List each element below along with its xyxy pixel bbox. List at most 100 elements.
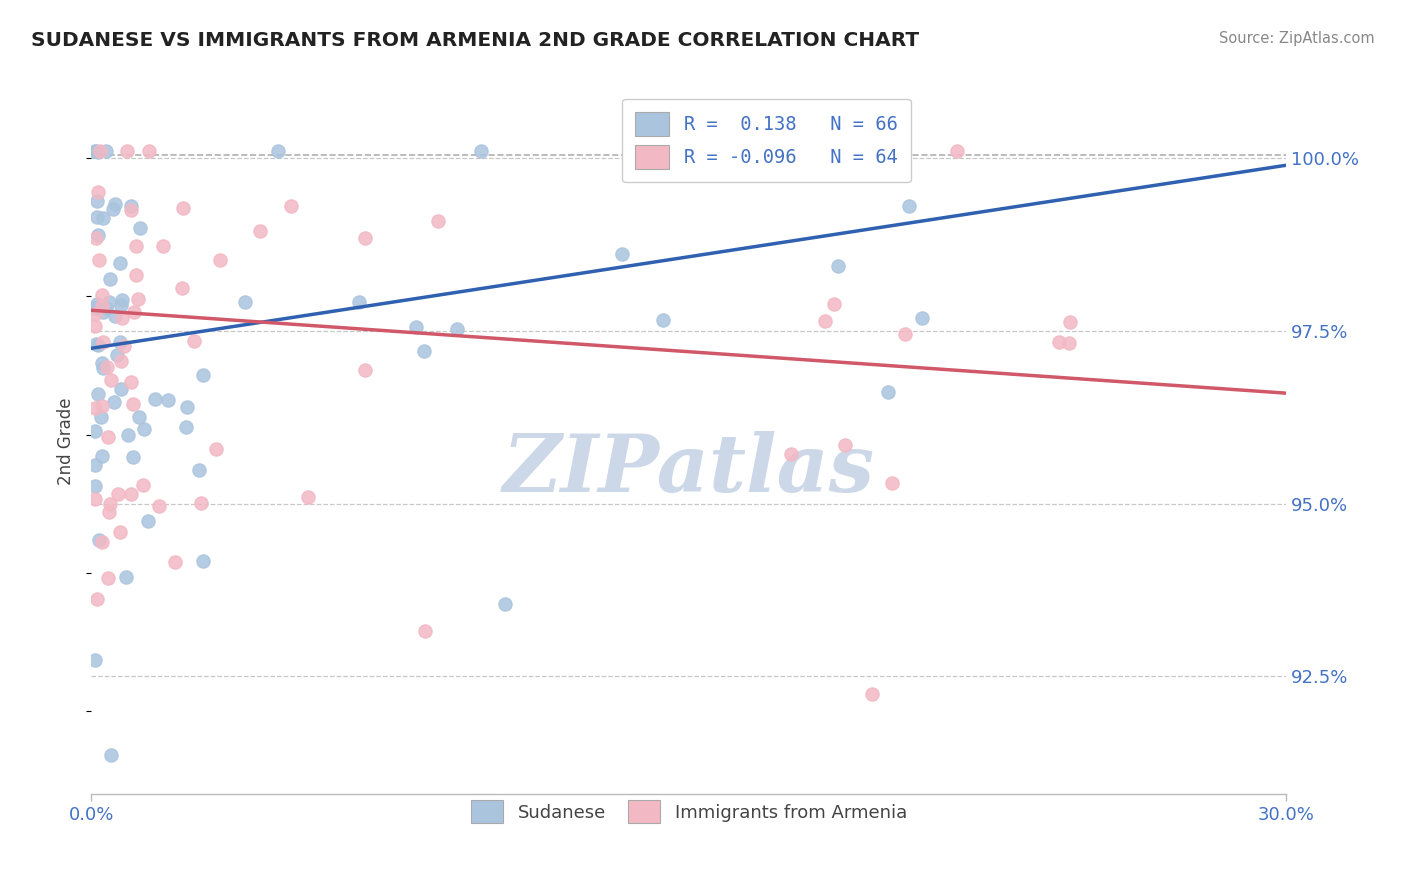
Point: [84, 653, 107, 667]
Point: [84, 491, 107, 506]
Point: [96, 301, 118, 315]
Point: [426, 214, 449, 228]
Point: [412, 343, 434, 358]
Point: [148, 499, 170, 513]
Point: [120, 199, 142, 213]
Point: [86, 210, 108, 224]
Point: [91, 399, 114, 413]
Point: [108, 334, 131, 349]
Point: [86, 194, 108, 209]
Point: [125, 268, 148, 283]
Point: [115, 145, 138, 159]
Point: [87, 252, 110, 267]
Point: [860, 687, 883, 701]
Text: ZIPatlas: ZIPatlas: [503, 431, 875, 508]
Point: [86, 186, 108, 200]
Point: [97, 430, 120, 444]
Point: [84, 479, 107, 493]
Point: [91, 299, 114, 313]
Point: [117, 428, 139, 442]
Point: [470, 145, 492, 159]
Point: [100, 373, 122, 387]
Point: [98, 294, 121, 309]
Point: [98, 497, 121, 511]
Point: [128, 410, 150, 425]
Point: [267, 145, 290, 159]
Point: [354, 231, 377, 245]
Point: [176, 400, 198, 414]
Point: [84, 336, 107, 351]
Point: [129, 221, 152, 235]
Point: [880, 476, 903, 491]
Point: [204, 442, 226, 456]
Point: [145, 392, 167, 406]
Point: [87, 227, 110, 242]
Point: [834, 438, 856, 452]
Point: [101, 202, 124, 216]
Text: Source: ZipAtlas.com: Source: ZipAtlas.com: [1219, 31, 1375, 46]
Point: [152, 239, 174, 253]
Point: [446, 322, 468, 336]
Point: [84, 319, 107, 334]
Point: [84, 231, 107, 245]
Point: [280, 199, 302, 213]
Point: [84, 145, 107, 159]
Point: [90, 410, 112, 425]
Point: [90, 288, 112, 302]
Point: [297, 491, 319, 505]
Point: [84, 307, 107, 321]
Point: [107, 487, 129, 501]
Point: [91, 211, 114, 226]
Point: [163, 555, 186, 569]
Point: [249, 224, 271, 238]
Point: [124, 305, 146, 319]
Point: [84, 424, 107, 438]
Point: [96, 359, 118, 374]
Point: [894, 327, 917, 342]
Point: [136, 514, 159, 528]
Point: [127, 292, 149, 306]
Point: [415, 624, 437, 639]
Point: [94, 145, 117, 159]
Point: [110, 298, 132, 312]
Point: [91, 335, 114, 350]
Point: [138, 145, 160, 159]
Point: [945, 145, 967, 159]
Point: [98, 271, 121, 285]
Point: [110, 382, 132, 396]
Legend: Sudanese, Immigrants from Armenia: Sudanese, Immigrants from Armenia: [464, 793, 914, 830]
Point: [86, 591, 108, 606]
Point: [125, 238, 148, 252]
Point: [103, 394, 125, 409]
Point: [183, 334, 205, 348]
Point: [1057, 336, 1080, 351]
Point: [1047, 335, 1070, 350]
Point: [120, 202, 142, 217]
Point: [405, 319, 427, 334]
Point: [91, 535, 114, 549]
Text: SUDANESE VS IMMIGRANTS FROM ARMENIA 2ND GRADE CORRELATION CHART: SUDANESE VS IMMIGRANTS FROM ARMENIA 2ND …: [31, 31, 920, 50]
Point: [120, 487, 142, 501]
Point: [174, 420, 197, 434]
Point: [191, 554, 214, 568]
Point: [208, 252, 231, 267]
Y-axis label: 2nd Grade: 2nd Grade: [58, 398, 76, 485]
Point: [87, 386, 110, 401]
Point: [1059, 315, 1081, 329]
Point: [115, 570, 138, 584]
Point: [91, 361, 114, 376]
Point: [823, 297, 845, 311]
Point: [170, 281, 193, 295]
Point: [122, 450, 145, 464]
Point: [89, 145, 111, 159]
Point: [724, 145, 747, 159]
Point: [121, 397, 143, 411]
Point: [110, 354, 132, 368]
Point: [827, 260, 849, 274]
Point: [110, 293, 132, 308]
Point: [91, 305, 114, 319]
Point: [190, 496, 212, 510]
Point: [111, 310, 134, 325]
Point: [814, 314, 837, 328]
Point: [84, 145, 107, 159]
